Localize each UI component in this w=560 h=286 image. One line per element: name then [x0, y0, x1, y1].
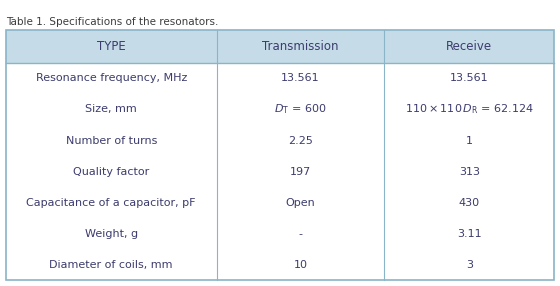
Text: Diameter of coils, mm: Diameter of coils, mm	[49, 260, 173, 270]
Text: Resonance frequency, MHz: Resonance frequency, MHz	[35, 74, 187, 84]
Text: Transmission: Transmission	[262, 40, 339, 53]
Text: 13.561: 13.561	[281, 74, 320, 84]
Bar	[6, 30, 554, 63]
Text: $110 \times 110\, D_{\mathrm{R}}$ = 62.124: $110 \times 110\, D_{\mathrm{R}}$ = 62.1…	[405, 103, 534, 116]
Text: 1: 1	[466, 136, 473, 146]
Bar	[6, 30, 554, 280]
Text: 197: 197	[290, 167, 311, 176]
Text: Weight, g: Weight, g	[85, 229, 138, 239]
Text: Table 1. Specifications of the resonators.: Table 1. Specifications of the resonator…	[6, 17, 218, 27]
Text: -: -	[298, 229, 302, 239]
Text: 10: 10	[293, 260, 307, 270]
Text: Capacitance of a capacitor, pF: Capacitance of a capacitor, pF	[26, 198, 196, 208]
Text: 3.11: 3.11	[457, 229, 482, 239]
Text: Size, mm: Size, mm	[85, 104, 137, 114]
Text: TYPE: TYPE	[97, 40, 125, 53]
Text: 2.25: 2.25	[288, 136, 313, 146]
Text: $D_{\mathrm{T}}$ = 600: $D_{\mathrm{T}}$ = 600	[274, 103, 327, 116]
Text: 3: 3	[466, 260, 473, 270]
Text: Number of turns: Number of turns	[66, 136, 157, 146]
Text: 430: 430	[459, 198, 480, 208]
Text: 13.561: 13.561	[450, 74, 489, 84]
Text: Quality factor: Quality factor	[73, 167, 150, 176]
Text: Receive: Receive	[446, 40, 492, 53]
Text: 313: 313	[459, 167, 480, 176]
Text: Open: Open	[286, 198, 315, 208]
